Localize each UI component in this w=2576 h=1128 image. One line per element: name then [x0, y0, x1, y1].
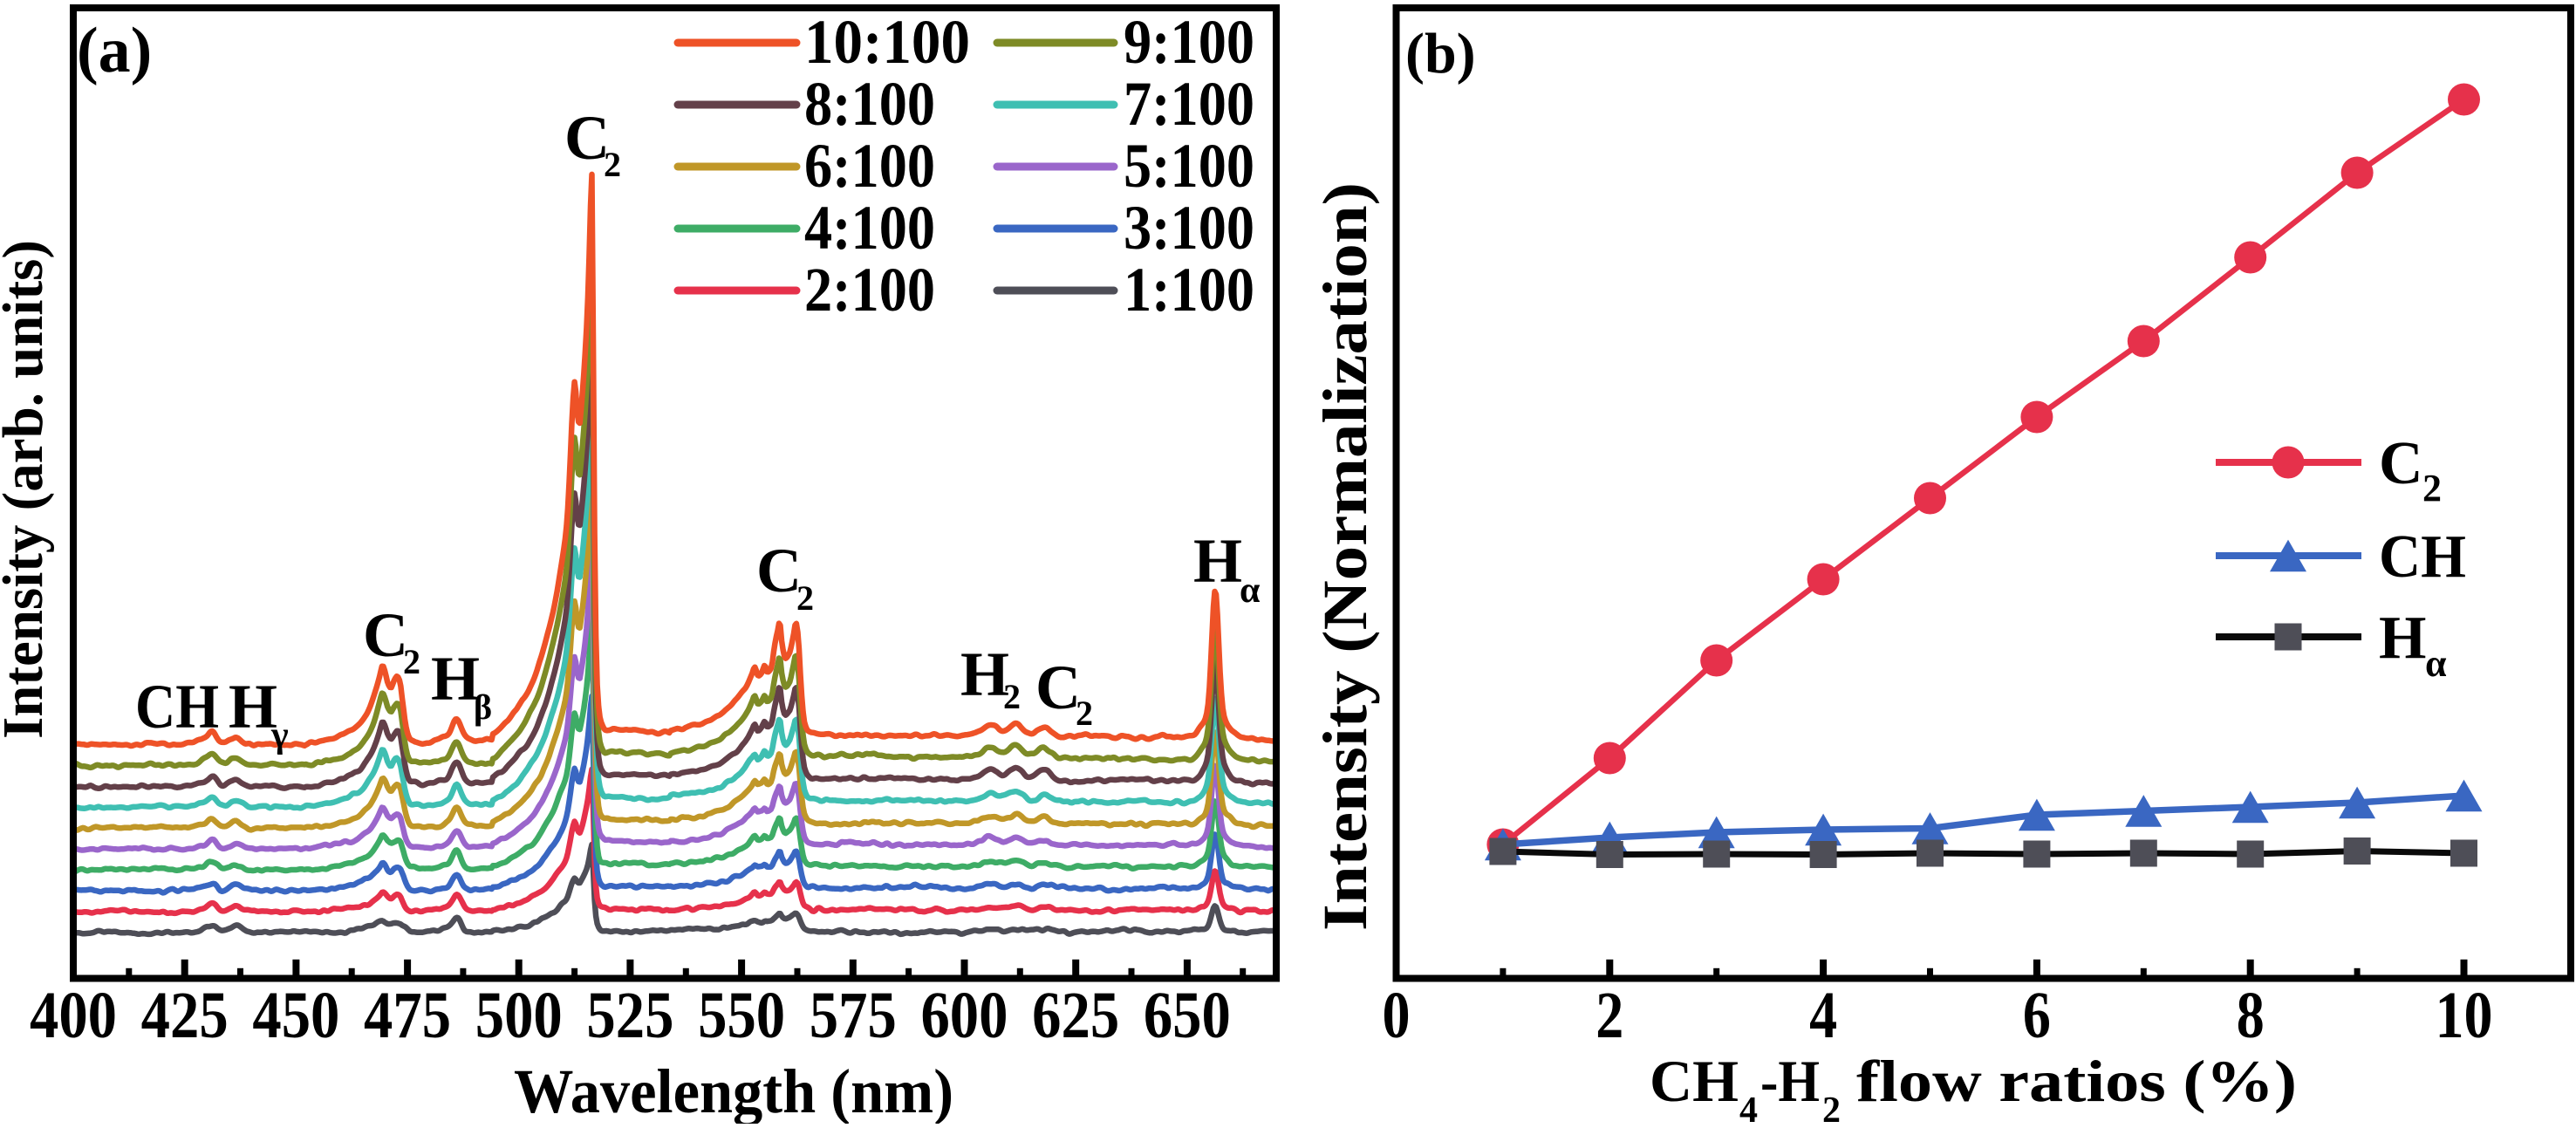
svg-text:2:100: 2:100 [804, 255, 935, 325]
svg-text:(b): (b) [1405, 22, 1476, 85]
svg-text:5:100: 5:100 [1124, 131, 1254, 201]
svg-text:425: 425 [141, 979, 229, 1052]
svg-text:α: α [1240, 571, 1261, 611]
svg-text:4: 4 [1739, 1090, 1758, 1124]
svg-text:6: 6 [2023, 979, 2051, 1052]
svg-text:10: 10 [2436, 979, 2493, 1052]
svg-text:flow ratios (%): flow ratios (%) [1856, 1048, 2297, 1114]
svg-text:Wavelength (nm): Wavelength (nm) [514, 1056, 953, 1124]
svg-text:H: H [960, 639, 1009, 709]
svg-text:475: 475 [364, 979, 451, 1052]
svg-text:C: C [363, 600, 408, 670]
svg-text:2: 2 [1595, 979, 1623, 1052]
svg-text:γ: γ [270, 715, 289, 755]
svg-text:4:100: 4:100 [804, 193, 935, 263]
svg-text:9:100: 9:100 [1124, 7, 1254, 77]
svg-text:625: 625 [1032, 979, 1119, 1052]
svg-text:6:100: 6:100 [804, 131, 935, 201]
svg-text:7:100: 7:100 [1124, 69, 1254, 139]
svg-text:Intensity (Normalization): Intensity (Normalization) [1310, 182, 1380, 931]
svg-text:10:100: 10:100 [804, 7, 970, 77]
svg-text:650: 650 [1144, 979, 1231, 1052]
svg-text:CH: CH [1650, 1048, 1739, 1114]
svg-text:2: 2 [796, 578, 814, 618]
svg-text:α: α [2425, 642, 2447, 685]
svg-text:8:100: 8:100 [804, 69, 935, 139]
svg-text:2: 2 [1822, 1090, 1841, 1124]
svg-text:4: 4 [1809, 979, 1837, 1052]
svg-text:550: 550 [698, 979, 785, 1052]
svg-text:450: 450 [252, 979, 339, 1052]
svg-text:2: 2 [2422, 467, 2442, 509]
svg-text:C: C [2379, 430, 2423, 497]
svg-text:H: H [2379, 605, 2426, 672]
svg-text:575: 575 [810, 979, 897, 1052]
svg-text:CH: CH [2379, 523, 2466, 591]
svg-text:600: 600 [920, 979, 1008, 1052]
svg-text:H: H [1193, 526, 1242, 596]
svg-text:500: 500 [475, 979, 563, 1052]
svg-text:(a): (a) [77, 15, 152, 86]
svg-text:2: 2 [1076, 694, 1093, 733]
svg-text:2: 2 [403, 642, 420, 681]
svg-text:3:100: 3:100 [1124, 193, 1254, 263]
svg-text:2: 2 [1003, 677, 1021, 716]
svg-text:C: C [756, 536, 802, 605]
svg-text:2: 2 [604, 145, 621, 184]
svg-text:Intensity (arb. units): Intensity (arb. units) [0, 240, 55, 739]
svg-text:C: C [564, 103, 610, 173]
svg-text:β: β [474, 687, 492, 727]
svg-text:8: 8 [2237, 979, 2265, 1052]
svg-text:CH: CH [135, 672, 219, 742]
svg-text:1:100: 1:100 [1124, 255, 1254, 325]
svg-text:C: C [1035, 653, 1081, 722]
svg-text:400: 400 [30, 979, 117, 1052]
svg-text:-H: -H [1760, 1048, 1820, 1114]
svg-text:525: 525 [586, 979, 673, 1052]
svg-text:H: H [431, 644, 480, 714]
svg-text:H: H [229, 672, 277, 742]
svg-text:0: 0 [1383, 979, 1411, 1052]
